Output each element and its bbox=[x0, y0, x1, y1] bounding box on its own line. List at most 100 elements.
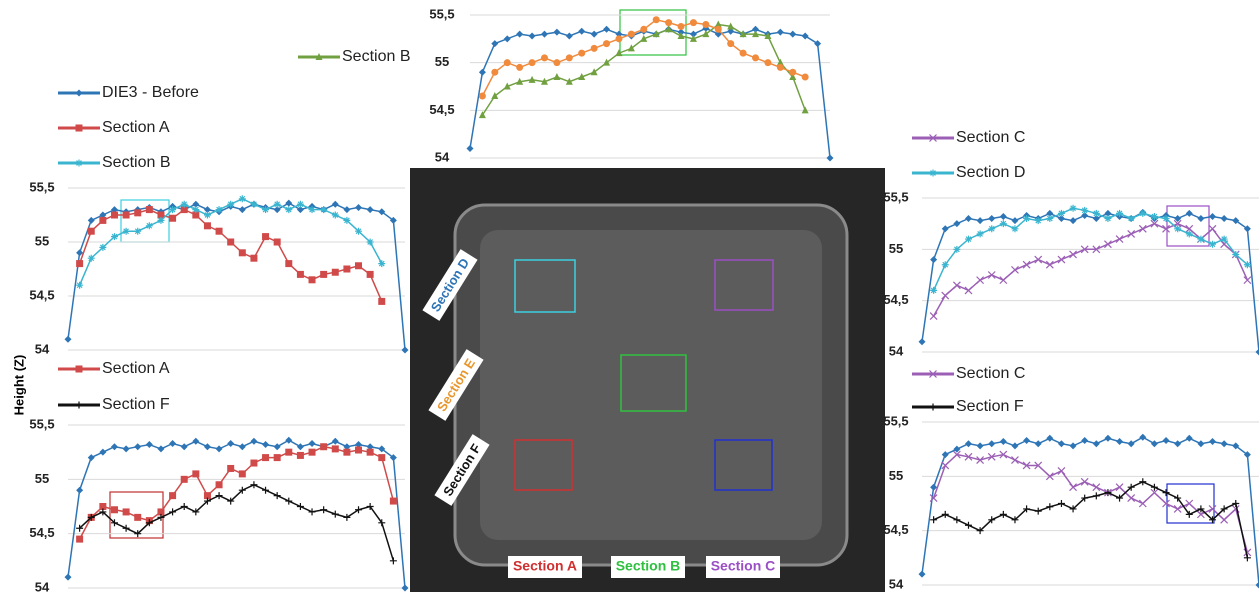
marker bbox=[1139, 433, 1147, 441]
marker bbox=[1011, 442, 1019, 450]
marker bbox=[478, 111, 486, 119]
marker bbox=[238, 206, 246, 214]
marker bbox=[76, 535, 84, 543]
y-tick-label: 54 bbox=[889, 343, 904, 358]
marker bbox=[285, 436, 293, 444]
marker bbox=[87, 216, 95, 224]
marker bbox=[238, 249, 246, 257]
marker bbox=[227, 464, 235, 472]
marker bbox=[296, 443, 304, 451]
marker bbox=[401, 584, 409, 592]
marker bbox=[1069, 250, 1077, 259]
marker bbox=[75, 365, 83, 373]
marker bbox=[110, 519, 118, 527]
marker bbox=[331, 211, 339, 219]
marker bbox=[789, 30, 797, 38]
series-line bbox=[932, 222, 1249, 317]
marker bbox=[355, 262, 363, 270]
marker bbox=[615, 49, 623, 57]
marker bbox=[366, 270, 374, 278]
marker bbox=[1034, 440, 1042, 448]
marker bbox=[1185, 499, 1194, 508]
marker bbox=[180, 443, 188, 451]
marker bbox=[478, 68, 486, 76]
marker bbox=[1127, 483, 1135, 491]
y-tick-label: 54,5 bbox=[29, 287, 54, 302]
marker bbox=[308, 276, 316, 284]
label-background bbox=[422, 249, 478, 321]
series-line bbox=[67, 202, 406, 351]
marker bbox=[801, 73, 809, 81]
marker bbox=[727, 40, 735, 48]
marker bbox=[801, 32, 809, 40]
label-background bbox=[611, 556, 685, 578]
marker bbox=[1057, 255, 1066, 264]
marker bbox=[169, 206, 177, 214]
label-background bbox=[706, 556, 780, 578]
marker bbox=[215, 227, 223, 235]
marker bbox=[1185, 510, 1193, 518]
marker bbox=[652, 16, 660, 24]
marker bbox=[964, 235, 972, 243]
marker bbox=[789, 72, 797, 80]
marker bbox=[478, 92, 486, 100]
marker bbox=[122, 524, 130, 532]
marker bbox=[1034, 255, 1043, 264]
marker bbox=[918, 570, 926, 578]
highlight-box bbox=[1166, 483, 1215, 524]
marker bbox=[262, 486, 270, 494]
marker bbox=[727, 22, 735, 30]
marker bbox=[565, 54, 573, 62]
marker bbox=[1046, 209, 1054, 217]
legend-label: Section B bbox=[102, 154, 170, 171]
marker bbox=[378, 454, 386, 462]
marker bbox=[180, 200, 188, 208]
marker bbox=[801, 106, 809, 114]
marker bbox=[739, 49, 747, 57]
marker bbox=[964, 440, 972, 448]
marker bbox=[355, 227, 363, 235]
marker bbox=[640, 34, 648, 42]
marker bbox=[1011, 265, 1019, 274]
marker bbox=[169, 439, 177, 447]
marker bbox=[503, 35, 511, 43]
y-tick-label: 55 bbox=[889, 468, 903, 483]
marker bbox=[727, 27, 735, 35]
marker bbox=[273, 206, 281, 214]
marker bbox=[553, 72, 561, 80]
marker bbox=[1092, 215, 1100, 223]
marker bbox=[953, 245, 961, 253]
marker bbox=[285, 206, 293, 214]
marker bbox=[930, 286, 938, 294]
legend-label: Section C bbox=[956, 365, 1025, 382]
y-tick-label: 54,5 bbox=[883, 292, 908, 307]
marker bbox=[1034, 217, 1042, 225]
marker bbox=[553, 59, 561, 67]
marker bbox=[378, 297, 386, 305]
marker bbox=[285, 448, 293, 456]
marker bbox=[826, 154, 834, 162]
marker bbox=[1174, 440, 1182, 448]
marker bbox=[87, 227, 95, 235]
marker bbox=[273, 443, 281, 451]
series-line bbox=[67, 439, 406, 589]
y-tick-label: 55,5 bbox=[29, 179, 54, 194]
marker bbox=[262, 206, 270, 214]
marker bbox=[665, 19, 673, 27]
marker bbox=[1057, 500, 1065, 507]
marker bbox=[1208, 505, 1217, 513]
marker bbox=[1022, 260, 1031, 269]
marker bbox=[296, 270, 304, 278]
marker bbox=[1116, 209, 1124, 217]
marker bbox=[1046, 503, 1054, 511]
marker bbox=[1197, 235, 1205, 243]
marker bbox=[145, 519, 153, 527]
marker bbox=[689, 19, 697, 27]
marker bbox=[87, 513, 95, 521]
marker bbox=[157, 508, 165, 516]
marker bbox=[238, 443, 246, 451]
marker bbox=[157, 211, 165, 219]
marker bbox=[503, 59, 511, 67]
marker bbox=[215, 481, 223, 489]
